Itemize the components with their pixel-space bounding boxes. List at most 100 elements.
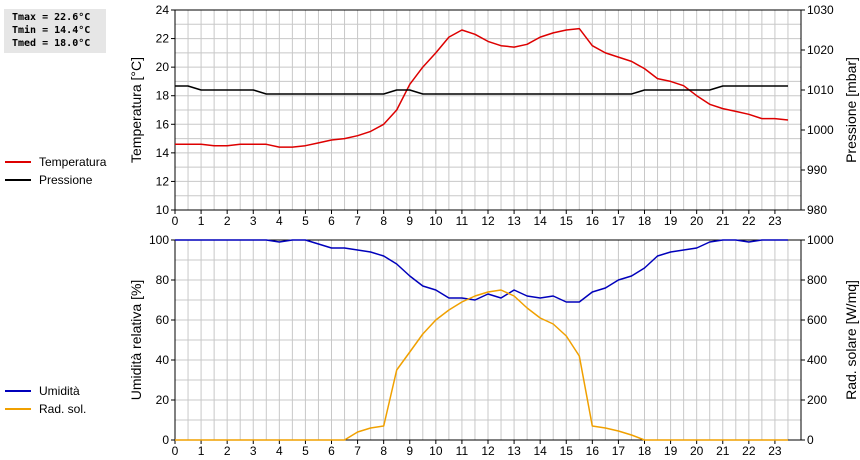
x-tick-label: 19 <box>664 444 678 458</box>
y-tick-label-left: 20 <box>156 393 170 407</box>
x-tick-label: 10 <box>429 214 443 228</box>
y-tick-label-left: 16 <box>156 117 170 131</box>
x-tick-label: 23 <box>768 214 782 228</box>
y-tick-label-right: 0 <box>807 433 814 447</box>
y-tick-label-left: 20 <box>156 60 170 74</box>
x-tick-label: 2 <box>224 444 231 458</box>
y-tick-label-left: 22 <box>156 32 170 46</box>
chart-panel-1: 0 1 2 3 4 5 6 7 8 9 10 11 12 13 14 15 16 17 18 19 20 21 22 2302… <box>128 233 859 458</box>
x-tick-label: 20 <box>690 444 704 458</box>
x-tick-label: 0 <box>172 214 179 228</box>
x-tick-label: 1 <box>198 214 205 228</box>
x-tick-label: 15 <box>560 214 574 228</box>
x-tick-label: 12 <box>481 444 495 458</box>
legend-item-radsol: Rad. sol. <box>5 400 86 418</box>
y-tick-label-left: 12 <box>156 174 170 188</box>
x-tick-label: 21 <box>716 444 730 458</box>
x-tick-label: 17 <box>612 214 626 228</box>
x-tick-label: 9 <box>406 214 413 228</box>
x-tick-label: 19 <box>664 214 678 228</box>
y-axis-label-right: Rad. solare [W/mq] <box>843 280 859 400</box>
x-tick-label: 6 <box>328 444 335 458</box>
y-tick-label-right: 200 <box>807 393 827 407</box>
chart-panel-0: 0 1 2 3 4 5 6 7 8 9 10 11 12 13 14 15 16 17 18 19 20 21 22 2310… <box>128 3 859 228</box>
x-tick-label: 3 <box>250 444 257 458</box>
stat-tmed: Tmed = 18.0°C <box>12 38 91 49</box>
y-axis-label-right: Pressione [mbar] <box>843 57 859 163</box>
stat-tmin: Tmin = 14.4°C <box>12 25 91 36</box>
legend-swatch-radsol <box>5 408 31 410</box>
legend-swatch-umidita <box>5 390 31 392</box>
x-tick-label: 10 <box>429 444 443 458</box>
y-tick-label-right: 1000 <box>807 123 834 137</box>
x-tick-label: 12 <box>481 214 495 228</box>
y-tick-label-right: 800 <box>807 273 827 287</box>
x-tick-label: 4 <box>276 444 283 458</box>
x-tick-label: 8 <box>380 444 387 458</box>
x-tick-label: 5 <box>302 214 309 228</box>
x-tick-label: 7 <box>354 444 361 458</box>
y-tick-label-right: 400 <box>807 353 827 367</box>
x-tick-label: 14 <box>533 444 547 458</box>
x-tick-label: 5 <box>302 444 309 458</box>
y-tick-label-right: 1030 <box>807 3 834 17</box>
x-tick-label: 13 <box>507 214 521 228</box>
x-tick-label: 0 <box>172 444 179 458</box>
y-tick-label-left: 24 <box>156 3 170 17</box>
y-tick-label-left: 100 <box>149 233 169 247</box>
legend-bottom: Umidità Rad. sol. <box>5 382 86 418</box>
y-tick-label-right: 990 <box>807 163 827 177</box>
legend-label-temperatura: Temperatura <box>39 155 107 169</box>
x-tick-label: 16 <box>586 444 600 458</box>
legend-swatch-temperatura <box>5 161 31 163</box>
y-axis-label-left: Temperatura [°C] <box>128 57 144 163</box>
x-tick-label: 2 <box>224 214 231 228</box>
x-tick-label: 13 <box>507 444 521 458</box>
legend-label-radsol: Rad. sol. <box>39 402 87 416</box>
x-tick-label: 22 <box>742 444 756 458</box>
stat-tmax: Tmax = 22.6°C <box>12 12 91 23</box>
legend-label-pressione: Pressione <box>39 173 93 187</box>
x-tick-label: 20 <box>690 214 704 228</box>
x-tick-label: 11 <box>456 214 469 228</box>
y-tick-label-right: 1000 <box>807 233 834 247</box>
x-tick-label: 15 <box>560 444 574 458</box>
y-tick-label-right: 1010 <box>807 83 834 97</box>
y-tick-label-right: 980 <box>807 203 827 217</box>
x-tick-label: 3 <box>250 214 257 228</box>
legend-item-pressione: Pressione <box>5 171 106 189</box>
series-line-umidit- <box>175 239 788 303</box>
y-tick-label-left: 80 <box>156 273 170 287</box>
x-tick-label: 23 <box>768 444 782 458</box>
x-tick-label: 14 <box>533 214 547 228</box>
x-tick-label: 16 <box>586 214 600 228</box>
x-tick-label: 9 <box>406 444 413 458</box>
y-tick-label-right: 1020 <box>807 43 834 57</box>
x-tick-label: 8 <box>380 214 387 228</box>
series-line-rad-sol- <box>175 289 788 441</box>
legend-swatch-pressione <box>5 179 31 181</box>
legend-item-temperatura: Temperatura <box>5 153 106 171</box>
y-tick-label-left: 14 <box>156 146 170 160</box>
series-line-pressione <box>175 85 788 95</box>
y-tick-label-left: 40 <box>156 353 170 367</box>
x-tick-label: 11 <box>456 444 469 458</box>
x-tick-label: 18 <box>638 214 652 228</box>
x-tick-label: 17 <box>612 444 626 458</box>
y-tick-label-right: 600 <box>807 313 827 327</box>
y-axis-label-left: Umidità relativa [%] <box>128 280 144 401</box>
legend-label-umidita: Umidità <box>39 384 80 398</box>
x-tick-label: 4 <box>276 214 283 228</box>
x-tick-label: 1 <box>198 444 205 458</box>
stats-box: Tmax = 22.6°C Tmin = 14.4°C Tmed = 18.0°… <box>4 9 106 53</box>
legend-top: Temperatura Pressione <box>5 153 106 189</box>
y-tick-label-left: 18 <box>156 89 170 103</box>
legend-item-umidita: Umidità <box>5 382 86 400</box>
x-tick-label: 18 <box>638 444 652 458</box>
x-tick-label: 7 <box>354 214 361 228</box>
x-tick-label: 22 <box>742 214 756 228</box>
series-line-temperatura <box>175 27 789 148</box>
x-tick-label: 21 <box>716 214 730 228</box>
y-tick-label-left: 0 <box>162 433 169 447</box>
